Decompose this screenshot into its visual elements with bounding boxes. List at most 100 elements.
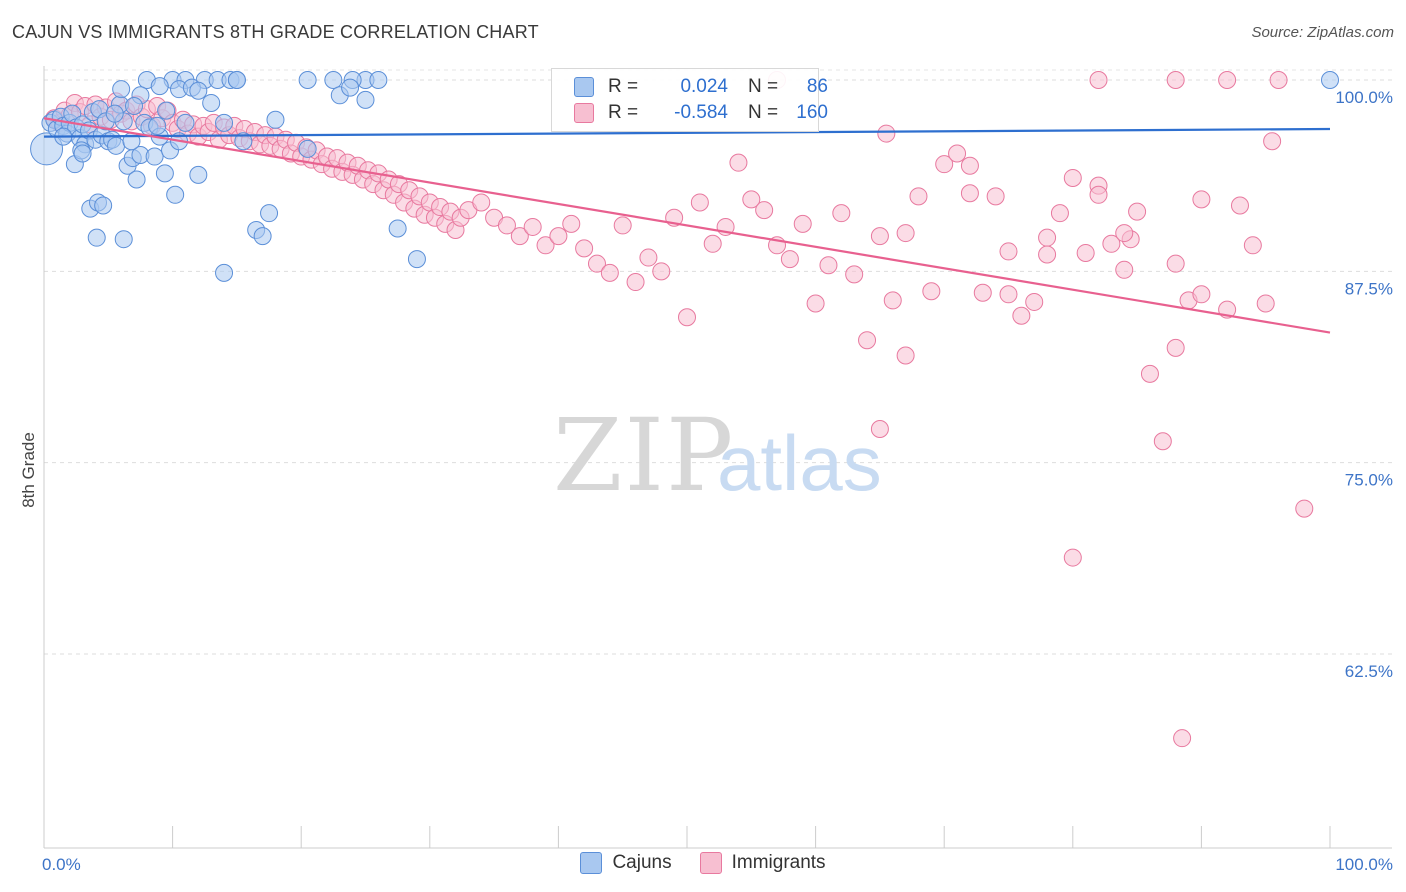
legend-n-value: 86 [806, 76, 828, 97]
immigrants-point [845, 265, 864, 284]
legend-n-label: N = [748, 102, 779, 123]
cajuns-point [215, 113, 234, 132]
cajuns-trend-line [43, 127, 1331, 138]
cajuns-point [150, 77, 169, 96]
immigrants-point [909, 187, 928, 206]
legend-r-value: -0.584 [674, 102, 728, 123]
immigrants-point [999, 242, 1018, 261]
immigrants-point [999, 285, 1018, 304]
immigrants-point [1192, 285, 1211, 304]
immigrants-point [652, 262, 671, 281]
immigrants-point [1230, 196, 1249, 215]
cajuns-point [298, 71, 317, 89]
immigrants-point [960, 184, 979, 203]
legend-swatch-immigrants [574, 103, 594, 123]
legend-r-label: R = [608, 102, 639, 123]
immigrants-point [858, 331, 877, 350]
immigrants-point [1173, 729, 1192, 748]
cajuns-point [107, 136, 126, 155]
cajuns-point [260, 204, 279, 223]
watermark-zip: ZIP [553, 397, 735, 514]
immigrants-point [755, 201, 774, 220]
cajuns-point [234, 132, 253, 151]
immigrants-point [948, 144, 967, 163]
series-legend-immigrants[interactable]: Immigrants [699, 852, 826, 874]
x-tick-label: 0.0% [42, 855, 81, 874]
series-legend-cajuns[interactable]: Cajuns [580, 852, 672, 874]
cajuns-point [157, 101, 176, 120]
immigrants-point [1128, 202, 1147, 221]
immigrants-point [1012, 306, 1031, 325]
immigrants-point [1038, 228, 1057, 247]
legend-swatch-cajuns [574, 77, 594, 97]
stats-legend: R = 0.024 N = 86 R = -0.584 N = 160 [551, 68, 828, 132]
immigrants-point [1050, 204, 1069, 223]
immigrants-point [742, 190, 761, 209]
immigrants-point [870, 227, 889, 246]
cajuns-point [87, 228, 106, 247]
immigrants-point [832, 204, 851, 223]
immigrants-trend-line [43, 117, 1331, 334]
legend-r-value: 0.024 [680, 76, 728, 97]
cajuns-point [227, 71, 246, 89]
series-label-immigrants: Immigrants [731, 852, 826, 873]
legend-r-label: R = [608, 76, 639, 97]
cajuns-point [189, 81, 208, 100]
chart-title: CAJUN VS IMMIGRANTS 8TH GRADE CORRELATIO… [12, 22, 539, 42]
y-axis-label: 8th Grade [19, 432, 38, 508]
immigrants-point [1115, 224, 1134, 243]
immigrants-point [793, 214, 812, 233]
immigrants-point [497, 216, 516, 235]
immigrants-point [523, 217, 542, 236]
immigrants-point [472, 193, 491, 212]
cajuns-point [73, 144, 92, 163]
immigrants-point [549, 227, 568, 246]
y-tick-label: 100.0% [1335, 88, 1393, 107]
source-credit: Source: ZipAtlas.com [1251, 24, 1394, 41]
cajuns-point [215, 263, 234, 282]
immigrants-point [1089, 185, 1108, 204]
immigrants-point [587, 254, 606, 273]
immigrants-point [896, 346, 915, 365]
legend-row-cajuns: R = 0.024 N = 86 [574, 75, 828, 99]
immigrants-point [678, 308, 696, 327]
watermark-atlas: atlas [717, 419, 882, 507]
immigrants-point [877, 124, 896, 143]
immigrants-point [639, 248, 658, 267]
immigrants-point [1263, 132, 1282, 151]
immigrants-point [935, 155, 954, 174]
immigrants-point [510, 227, 529, 246]
cajuns-point [189, 165, 208, 184]
immigrants-point [1038, 245, 1057, 264]
immigrants-point [883, 291, 902, 310]
cajuns-point [112, 80, 131, 99]
immigrants-point [870, 419, 889, 438]
immigrants-point [1166, 71, 1185, 89]
series-label-cajuns: Cajuns [612, 852, 672, 873]
immigrants-point [806, 294, 825, 313]
immigrants-point [986, 187, 1005, 206]
immigrants-point [819, 256, 838, 275]
immigrants-point [960, 156, 979, 175]
cajuns-point [202, 93, 221, 112]
cajuns-point [148, 116, 167, 135]
y-tick-label: 62.5% [1345, 662, 1393, 681]
immigrants-point [1256, 294, 1275, 313]
cajuns-point [125, 97, 144, 116]
legend-row-immigrants: R = -0.584 N = 160 [574, 101, 828, 125]
x-tick-label: 100.0% [1335, 855, 1393, 874]
cajuns-point [369, 71, 388, 89]
cajuns-point [388, 219, 407, 238]
immigrants-point [1063, 548, 1082, 567]
immigrants-point [575, 239, 594, 258]
immigrants-point [1115, 260, 1134, 279]
cajuns-point [324, 71, 343, 89]
cajuns-point [114, 230, 133, 249]
immigrants-point [1025, 292, 1044, 311]
cajuns-point [176, 113, 195, 132]
immigrants-point [1166, 338, 1185, 357]
immigrants-point [1089, 71, 1108, 89]
immigrants-point [1269, 71, 1288, 89]
immigrants-point [1295, 499, 1314, 518]
